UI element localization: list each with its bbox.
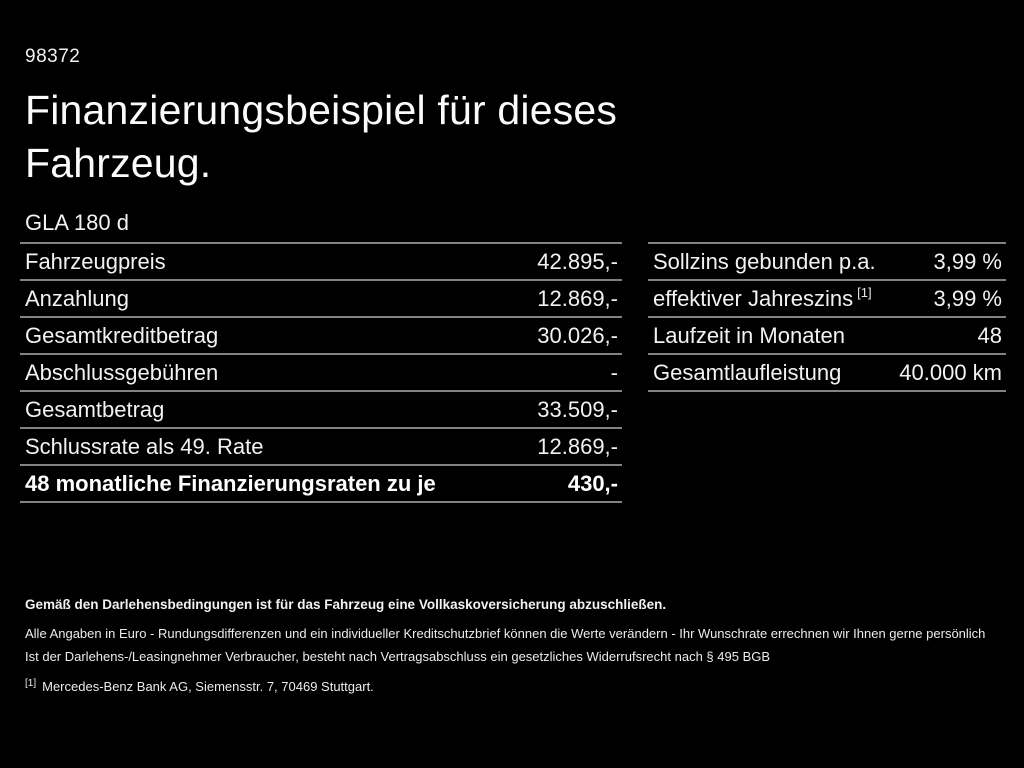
row-value: -: [610, 359, 618, 385]
row-label: Gesamtbetrag: [25, 396, 165, 422]
offer-number: 98372: [25, 46, 81, 67]
row-value: 12.869,-: [537, 285, 618, 311]
table-row-abschlussgebuehren: Abschlussgebühren -: [20, 353, 622, 390]
row-value: 12.869,-: [537, 433, 618, 459]
insurance-requirement-note: Gemäß den Darlehensbedingungen ist für d…: [25, 597, 667, 612]
row-value: 40.000 km: [899, 359, 1002, 385]
disclaimer-euro-note: Alle Angaben in Euro - Rundungsdifferenz…: [25, 626, 986, 641]
bank-address: Mercedes-Benz Bank AG, Siemensstr. 7, 70…: [42, 679, 374, 694]
row-value: 33.509,-: [537, 396, 618, 422]
bank-footnote: [1] Mercedes-Benz Bank AG, Siemensstr. 7,…: [25, 677, 1000, 695]
row-label: Abschlussgebühren: [25, 359, 219, 385]
table-row-gesamtkreditbetrag: Gesamtkreditbetrag 30.026,-: [20, 316, 622, 353]
financing-table-right: Sollzins gebunden p.a. 3,99 % effektiver…: [648, 242, 1006, 392]
widerrufsrecht-note: Ist der Darlehens-/Leasingnehmer Verbrau…: [25, 649, 771, 664]
row-label: effektiver Jahreszins [1]: [653, 286, 872, 312]
row-label: Gesamtkreditbetrag: [25, 322, 219, 348]
table-row-schlussrate: Schlussrate als 49. Rate 12.869,-: [20, 427, 622, 464]
row-label: Laufzeit in Monaten: [653, 322, 846, 348]
row-label: Schlussrate als 49. Rate: [25, 433, 264, 459]
table-row-monatsrate: 48 monatliche Finanzierungsraten zu je 4…: [20, 464, 622, 501]
row-label: Anzahlung: [25, 285, 129, 311]
row-label: 48 monatliche Finanzierungsraten zu je: [25, 470, 436, 496]
page-title: Finanzierungsbeispiel für dieses Fahrzeu…: [25, 84, 745, 190]
legal-footer: Gemäß den Darlehensbedingungen ist für d…: [25, 597, 1000, 695]
row-label: Sollzins gebunden p.a.: [653, 248, 876, 274]
table-row-gesamtbetrag: Gesamtbetrag 33.509,-: [20, 390, 622, 427]
row-value: 42.895,-: [537, 248, 618, 274]
table-row-fahrzeugpreis: Fahrzeugpreis 42.895,-: [20, 242, 622, 279]
page-title-line2: Fahrzeug.: [25, 140, 212, 186]
footnote-ref-icon: [1]: [857, 285, 872, 301]
financing-table-left: Fahrzeugpreis 42.895,- Anzahlung 12.869,…: [20, 242, 622, 503]
row-value: 430,-: [567, 470, 618, 496]
page-title-line1: Finanzierungsbeispiel für dieses: [25, 87, 618, 133]
row-label: Gesamtlaufleistung: [653, 359, 842, 385]
table-row-gesamtlaufleistung: Gesamtlaufleistung 40.000 km: [648, 353, 1006, 390]
table-row-anzahlung: Anzahlung 12.869,-: [20, 279, 622, 316]
footnote-marker: [1]: [25, 677, 37, 689]
table-row-laufzeit: Laufzeit in Monaten 48: [648, 316, 1006, 353]
row-label-text: effektiver Jahreszins: [653, 285, 854, 311]
row-value: 48: [977, 322, 1002, 348]
table-row-sollzins: Sollzins gebunden p.a. 3,99 %: [648, 242, 1006, 279]
row-label: Fahrzeugpreis: [25, 248, 166, 274]
row-value: 30.026,-: [537, 322, 618, 348]
row-value: 3,99 %: [933, 285, 1003, 311]
row-value: 3,99 %: [933, 248, 1003, 274]
vehicle-model: GLA 180 d: [25, 210, 129, 235]
table-row-effektiver-jahreszins: effektiver Jahreszins [1] 3,99 %: [648, 279, 1006, 316]
